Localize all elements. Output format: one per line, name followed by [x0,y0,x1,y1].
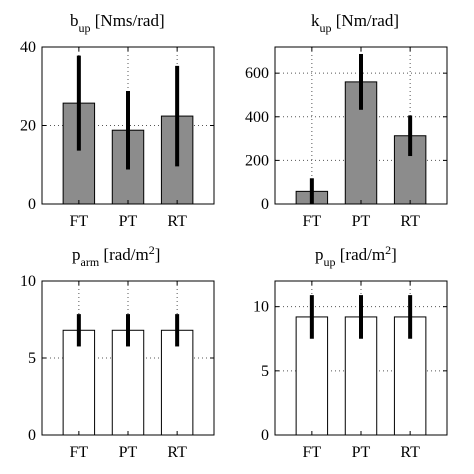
x-tick-label: PT [119,444,138,461]
chart-panel-3: 0 5 10 FT PT RT parm [rad/m2] [20,243,215,461]
y-tick-label: 0 [28,427,36,444]
x-tick-label: FT [70,213,89,230]
y-tick-label: 5 [261,363,269,380]
y-tick-label: 10 [20,273,36,290]
x-tick-label: RT [167,444,187,461]
x-tick-label: FT [303,444,322,461]
chart-title: kup [Nm/rad] [311,11,399,35]
y-tick-label: 400 [245,109,269,126]
chart-panel-1: 0 20 40 FT PT RT bup [Nms/rad] [20,11,215,230]
chart-title: pup [rad/m2] [315,243,397,269]
bar-pt [111,329,145,436]
x-tick-label: FT [70,444,89,461]
x-tick-label: RT [400,213,420,230]
chart-title: bup [Nms/rad] [70,11,165,35]
y-tick-label: 10 [253,299,269,316]
y-tick-label: 20 [20,118,36,135]
chart-panel-2: 0 200 400 600 FT PT RT kup [Nm/rad] [245,11,448,230]
chart-panel-4: 0 5 10 FT PT RT pup [rad/m2] [253,243,448,461]
y-tick-label: 0 [28,196,36,213]
bar-rt [160,329,194,436]
y-tick-label: 600 [245,65,269,82]
x-tick-label: PT [352,213,371,230]
x-tick-label: PT [119,213,138,230]
y-tick-label: 5 [28,350,36,367]
chart-title: parm [rad/m2] [72,243,160,269]
y-tick-label: 0 [261,196,269,213]
y-tick-label: 200 [245,152,269,169]
y-tick-label: 40 [20,39,36,56]
x-tick-label: FT [303,213,322,230]
bar-ft [62,329,96,436]
y-tick-label: 0 [261,427,269,444]
x-tick-label: RT [167,213,187,230]
x-tick-label: RT [400,444,420,461]
x-tick-label: PT [352,444,371,461]
